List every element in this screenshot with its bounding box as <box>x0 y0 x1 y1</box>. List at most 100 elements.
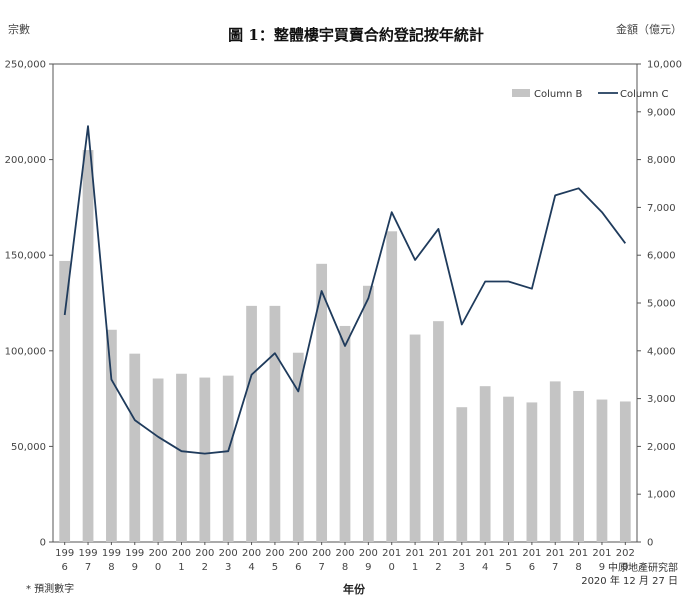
bar <box>176 373 187 542</box>
right-tick-label: 8,000 <box>647 155 676 166</box>
x-tick-label: 7 <box>85 562 91 573</box>
right-tick-label: 10,000 <box>647 60 682 71</box>
x-tick-label: 199 <box>55 548 74 559</box>
x-tick-label: 201 <box>569 548 588 559</box>
bar <box>199 377 211 542</box>
x-tick-label: 200 <box>312 548 331 559</box>
x-tick-label: 200 <box>242 548 261 559</box>
right-tick-label: 4,000 <box>647 346 676 357</box>
right-tick-label: 5,000 <box>647 299 676 310</box>
right-tick-label: 7,000 <box>647 203 676 214</box>
bar <box>222 375 234 542</box>
bar <box>59 260 71 542</box>
bar <box>292 352 304 542</box>
x-tick-label: 200 <box>359 548 378 559</box>
x-tick-label: 9 <box>132 562 138 573</box>
x-tick-label: 200 <box>195 548 214 559</box>
x-tick-label: 6 <box>295 562 301 573</box>
right-tick-label: 9,000 <box>647 107 676 118</box>
x-axis-label: 年份 <box>343 582 366 596</box>
bar <box>269 305 281 542</box>
bar <box>316 263 328 542</box>
x-tick-label: 201 <box>382 548 401 559</box>
right-tick-label: 3,000 <box>647 394 676 405</box>
x-tick-label: 199 <box>125 548 144 559</box>
x-tick-label: 9 <box>365 562 371 573</box>
x-tick-label: 201 <box>546 548 565 559</box>
x-tick-label: 0 <box>155 562 161 573</box>
bar <box>386 231 398 543</box>
x-axis: 1996199719981999200020012002200320042005… <box>55 542 635 573</box>
bar-series <box>59 150 631 543</box>
x-tick-label: 2 <box>435 562 441 573</box>
x-tick-label: 201 <box>429 548 448 559</box>
x-tick-label: 8 <box>342 562 348 573</box>
x-tick-label: 5 <box>272 562 278 573</box>
bar <box>549 381 561 542</box>
x-tick-label: 7 <box>552 562 558 573</box>
right-tick-label: 0 <box>647 538 653 549</box>
bar <box>106 329 117 542</box>
left-tick-label: 50,000 <box>11 442 46 453</box>
x-tick-label: 0 <box>389 562 395 573</box>
legend-swatch-bar <box>512 89 530 97</box>
x-tick-label: 201 <box>499 548 518 559</box>
bar <box>362 285 374 542</box>
x-tick-label: 201 <box>522 548 541 559</box>
line-series <box>63 125 627 455</box>
x-tick-label: 3 <box>459 562 465 573</box>
x-tick-label: 200 <box>219 548 238 559</box>
bar <box>456 407 468 542</box>
bar <box>479 386 491 542</box>
chart-title: 圖 1：整體樓宇買賣合約登記按年統計 <box>228 26 484 44</box>
bar <box>573 390 584 542</box>
x-tick-label: 200 <box>265 548 284 559</box>
bar <box>152 378 164 542</box>
bar <box>503 396 514 542</box>
left-tick-label: 200,000 <box>5 155 46 166</box>
right-tick-label: 1,000 <box>647 490 676 501</box>
x-tick-label: 6 <box>61 562 67 573</box>
x-tick-label: 2 <box>202 562 208 573</box>
x-tick-label: 3 <box>225 562 231 573</box>
x-tick-label: 200 <box>289 548 308 559</box>
x-tick-label: 9 <box>599 562 605 573</box>
x-tick-label: 200 <box>172 548 191 559</box>
left-tick-label: 250,000 <box>5 60 46 71</box>
x-tick-label: 202 <box>616 548 635 559</box>
source-note: 中原地產研究部 <box>608 561 678 574</box>
date-note: 2020 年 12 月 27 日 <box>581 574 678 587</box>
x-tick-label: 201 <box>592 548 611 559</box>
bar <box>526 402 538 542</box>
right-axis: 0 1,000 2,000 3,000 4,000 5,000 6,000 7,000 8,00… <box>637 60 682 549</box>
x-tick-label: 199 <box>78 548 97 559</box>
x-tick-label: 200 <box>335 548 354 559</box>
right-tick-label: 2,000 <box>647 442 676 453</box>
x-tick-label: 201 <box>452 548 471 559</box>
bar <box>433 321 444 542</box>
x-tick-label: 4 <box>482 562 488 573</box>
bar <box>129 353 141 542</box>
left-tick-label: 150,000 <box>5 251 46 262</box>
legend: Column B Column C <box>512 89 668 100</box>
forecast-note: * 預測數字 <box>26 582 74 595</box>
x-tick-label: 6 <box>529 562 535 573</box>
x-tick-label: 199 <box>102 548 121 559</box>
right-axis-unit: 金額（億元） <box>616 22 682 36</box>
left-axis-unit: 宗數 <box>8 22 30 36</box>
x-tick-label: 8 <box>108 562 114 573</box>
bar <box>339 325 351 542</box>
left-tick-label: 100,000 <box>5 346 46 357</box>
right-tick-label: 6,000 <box>647 251 676 262</box>
left-axis: 0 50,000 100,000 150,000 200,000 250,000 <box>5 60 53 549</box>
x-tick-label: 201 <box>476 548 495 559</box>
legend-label-bar: Column B <box>534 89 582 100</box>
bar <box>596 399 608 542</box>
x-tick-label: 4 <box>248 562 254 573</box>
bar <box>246 305 257 542</box>
x-tick-label: 8 <box>575 562 581 573</box>
left-tick-label: 0 <box>40 538 46 549</box>
x-tick-label: 7 <box>318 562 324 573</box>
bar <box>82 150 94 543</box>
series-line <box>63 125 627 455</box>
